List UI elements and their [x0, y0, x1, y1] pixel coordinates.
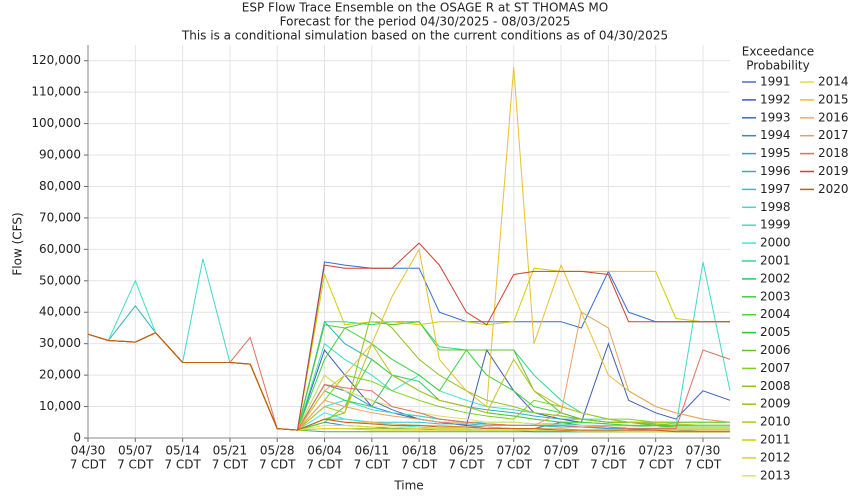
y-axis-label: Flow (CFS)	[11, 212, 25, 275]
x-tick-label: 7 CDT	[259, 458, 296, 472]
legend-label: 2008	[760, 379, 791, 393]
legend-label: 1994	[760, 128, 791, 142]
x-tick-label: 7 CDT	[496, 458, 533, 472]
x-tick-label: 7 CDT	[70, 458, 107, 472]
flow-trace	[87, 321, 730, 431]
legend-label: 1995	[760, 146, 791, 160]
x-tick-label: 07/23	[638, 444, 673, 458]
y-tick-label: 60,000	[39, 242, 81, 256]
x-tick-label: 05/14	[165, 444, 200, 458]
x-tick-label: 07/09	[544, 444, 579, 458]
x-tick-label: 04/30	[71, 444, 106, 458]
x-tick-label: 06/18	[402, 444, 437, 458]
y-tick-label: 10,000	[39, 399, 81, 413]
legend-label: 2018	[818, 146, 849, 160]
x-tick-label: 05/21	[213, 444, 248, 458]
legend-label: 2016	[818, 110, 849, 124]
flow-trace	[87, 66, 731, 431]
flow-trace	[87, 311, 731, 431]
x-tick-label: 7 CDT	[306, 458, 343, 472]
legend-label: 2009	[760, 397, 791, 411]
legend-label: 1996	[760, 164, 791, 178]
y-tick-label: 40,000	[39, 305, 81, 319]
x-tick-label: 7 CDT	[543, 458, 580, 472]
legend-title: Exceedance	[742, 45, 814, 59]
legend-label: 1993	[760, 110, 791, 124]
legend-label: 2019	[818, 164, 849, 178]
x-tick-label: 06/04	[307, 444, 342, 458]
chart-subtitle: This is a conditional simulation based o…	[181, 29, 668, 43]
legend-label: 1997	[760, 182, 791, 196]
x-tick-label: 05/28	[260, 444, 295, 458]
x-tick-label: 7 CDT	[401, 458, 438, 472]
flow-trace	[87, 311, 730, 431]
x-tick-label: 7 CDT	[448, 458, 485, 472]
x-tick-label: 7 CDT	[117, 458, 154, 472]
legend-label: 2006	[760, 343, 791, 357]
y-tick-label: 0	[73, 431, 81, 445]
legend-label: 2003	[760, 289, 791, 303]
legend-label: 2015	[818, 92, 849, 106]
x-tick-label: 05/07	[118, 444, 153, 458]
x-tick-label: 07/02	[496, 444, 531, 458]
legend-label: 2017	[818, 128, 849, 142]
x-tick-label: 7 CDT	[212, 458, 249, 472]
flow-trace	[87, 258, 731, 431]
legend-label: 2014	[818, 75, 849, 89]
legend-label: 2020	[818, 182, 849, 196]
legend-label: 2001	[760, 254, 791, 268]
y-tick-label: 120,000	[31, 53, 81, 67]
flow-trace	[87, 332, 730, 433]
legend-label: 2000	[760, 236, 791, 250]
legend-label: 2002	[760, 271, 791, 285]
legend-label: 1992	[760, 92, 791, 106]
y-tick-label: 100,000	[31, 116, 81, 130]
legend-label: 2007	[760, 361, 791, 375]
x-tick-label: 7 CDT	[685, 458, 722, 472]
y-tick-label: 110,000	[31, 85, 81, 99]
x-tick-label: 07/16	[591, 444, 626, 458]
x-tick-label: 06/11	[355, 444, 390, 458]
x-tick-label: 07/30	[686, 444, 721, 458]
x-tick-label: 7 CDT	[637, 458, 674, 472]
flow-trace	[87, 267, 730, 431]
flow-trace	[87, 321, 730, 431]
x-tick-label: 7 CDT	[590, 458, 627, 472]
flow-trace	[87, 261, 730, 431]
y-tick-label: 30,000	[39, 336, 81, 350]
x-axis-label: Time	[393, 479, 423, 493]
legend-label: 2011	[760, 433, 791, 447]
chart-subtitle: Forecast for the period 04/30/2025 - 08/…	[280, 15, 571, 29]
legend-label: 2004	[760, 307, 791, 321]
legend-label: 2010	[760, 415, 791, 429]
x-tick-label: 7 CDT	[164, 458, 201, 472]
chart-title: ESP Flow Trace Ensemble on the OSAGE R a…	[242, 1, 608, 15]
y-tick-label: 80,000	[39, 179, 81, 193]
flow-trace	[87, 305, 730, 431]
legend-label: 2013	[760, 468, 791, 482]
legend-label: 1991	[760, 75, 791, 89]
legend-label: 2012	[760, 450, 791, 464]
legend-label: 1999	[760, 218, 791, 232]
legend-title: Probability	[746, 59, 809, 73]
x-tick-label: 06/25	[449, 444, 484, 458]
legend-label: 2005	[760, 325, 791, 339]
y-tick-label: 90,000	[39, 148, 81, 162]
y-tick-label: 70,000	[39, 210, 81, 224]
y-tick-label: 20,000	[39, 368, 81, 382]
x-tick-label: 7 CDT	[354, 458, 391, 472]
legend-label: 1998	[760, 200, 791, 214]
y-tick-label: 50,000	[39, 273, 81, 287]
